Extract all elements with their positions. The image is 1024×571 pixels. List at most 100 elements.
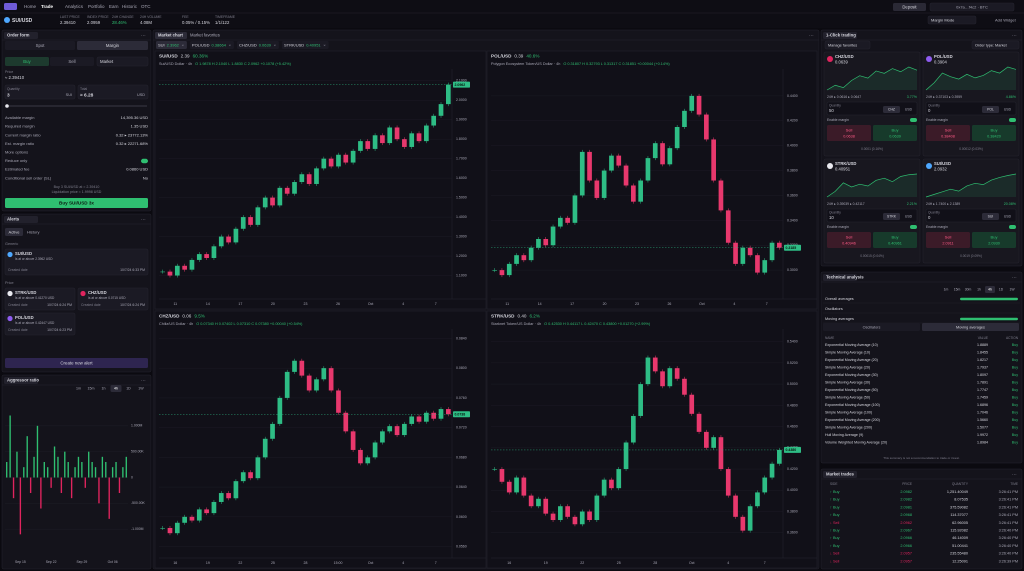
candle xyxy=(587,151,592,181)
card-pair: POL/USD xyxy=(934,54,953,59)
input-box[interactable] xyxy=(77,84,149,100)
interval-button[interactable]: 15m xyxy=(88,387,95,391)
interval-button[interactable]: 4h xyxy=(114,387,118,391)
buy-button[interactable] xyxy=(972,125,1016,141)
unit-label[interactable]: USD xyxy=(905,108,913,112)
ta-tab-active[interactable] xyxy=(922,323,1019,331)
indicator-action: Buy xyxy=(1012,418,1018,422)
interval-button[interactable]: 1W xyxy=(138,387,144,391)
panel-menu[interactable]: ⋯ xyxy=(1012,33,1017,39)
pair-tab-close[interactable]: × xyxy=(274,42,277,47)
interval-button[interactable]: 4h xyxy=(988,287,992,291)
unit-label[interactable]: USD xyxy=(1004,108,1012,112)
panel-menu[interactable]: ⋯ xyxy=(1012,472,1017,478)
interval-button[interactable]: 15m xyxy=(954,287,961,291)
slider-thumb[interactable] xyxy=(5,104,9,108)
y-tick-label: 0.0800 xyxy=(456,366,467,370)
panel-menu[interactable]: ⋯ xyxy=(809,33,814,39)
panel-menu[interactable]: ⋯ xyxy=(141,378,146,384)
sell-button[interactable] xyxy=(926,232,970,248)
pair-tab[interactable] xyxy=(281,41,329,49)
y-tick-label: 1.9000 xyxy=(456,118,467,122)
nav-link[interactable]: Portfolio xyxy=(88,4,105,9)
nav-link[interactable]: Home xyxy=(24,4,37,9)
tab-spot[interactable] xyxy=(5,41,75,50)
tab-margin[interactable] xyxy=(77,41,148,50)
interval-button[interactable]: 1h xyxy=(977,287,981,291)
card-price: 2.0932 xyxy=(934,167,947,172)
unit-toggle[interactable] xyxy=(982,213,999,220)
unit-label[interactable]: USD xyxy=(905,215,913,219)
tab-label[interactable]: History xyxy=(27,229,39,234)
margin-toggle[interactable] xyxy=(910,118,917,122)
pair-tab-close[interactable]: × xyxy=(229,42,232,47)
ratio-bar xyxy=(101,456,104,478)
favorites-dropdown[interactable] xyxy=(824,40,871,50)
sell-button[interactable] xyxy=(926,125,970,141)
buy-side[interactable] xyxy=(5,57,49,66)
y-tick-label: 0.3600 xyxy=(787,193,798,197)
buy-button[interactable] xyxy=(873,232,917,248)
unit-toggle[interactable] xyxy=(883,213,900,220)
buy-button[interactable] xyxy=(5,198,148,208)
info-value: 0.0860 USD xyxy=(126,167,148,172)
interval-button[interactable]: 1m xyxy=(76,387,81,391)
margin-toggle[interactable] xyxy=(910,225,917,229)
indicator-value: 1.5660 xyxy=(977,418,988,422)
create-alert-button[interactable] xyxy=(5,358,148,368)
margin-toggle[interactable] xyxy=(1009,118,1016,122)
interval-button[interactable]: 1h xyxy=(102,387,106,391)
margin-toggle[interactable] xyxy=(1009,225,1016,229)
input-label: Quantity xyxy=(928,103,940,107)
pair-tab[interactable] xyxy=(189,41,234,49)
wallet-address[interactable] xyxy=(929,2,1015,12)
alert-card[interactable] xyxy=(4,312,76,336)
alert-card[interactable] xyxy=(4,248,149,276)
unit-toggle[interactable] xyxy=(883,106,900,113)
pair-tab-close[interactable]: × xyxy=(182,42,185,47)
panel-menu[interactable]: ⋯ xyxy=(141,217,146,223)
market-tab-active[interactable] xyxy=(155,32,187,39)
pair-tab[interactable] xyxy=(236,41,279,49)
alert-created-label: Created date xyxy=(81,303,101,307)
tab-label[interactable]: Market favorites xyxy=(190,33,220,38)
order-type-dropdown[interactable] xyxy=(96,56,149,67)
alert-card[interactable] xyxy=(4,287,76,311)
sell-label: Sell xyxy=(945,128,952,133)
sell-button[interactable] xyxy=(827,232,871,248)
panel-menu[interactable]: ⋯ xyxy=(141,33,146,39)
sell-button[interactable] xyxy=(827,125,871,141)
buy-button[interactable] xyxy=(873,125,917,141)
nav-link[interactable]: Trade xyxy=(41,4,54,9)
candle xyxy=(196,509,202,521)
candle xyxy=(167,271,173,276)
interval-button[interactable]: 1D xyxy=(999,287,1004,291)
pair-tab[interactable] xyxy=(156,41,187,49)
add-widget-label[interactable]: Add Widget xyxy=(995,17,1017,22)
alerts-tab-active[interactable] xyxy=(5,228,23,236)
nav-link[interactable]: OTC xyxy=(141,4,151,9)
candle xyxy=(601,479,607,496)
more-options[interactable]: More options xyxy=(5,149,28,154)
unit-toggle[interactable] xyxy=(982,106,999,113)
candle xyxy=(402,139,407,147)
nav-link[interactable]: Earn xyxy=(109,4,119,9)
interval-button[interactable]: 1m xyxy=(944,287,949,291)
order-type-dropdown[interactable] xyxy=(971,40,1020,50)
sell-side[interactable] xyxy=(50,57,94,66)
margin-mode-dropdown[interactable] xyxy=(927,15,977,25)
alert-card[interactable] xyxy=(77,287,149,311)
nav-link[interactable]: Historic xyxy=(122,4,138,9)
interval-button[interactable]: 1D xyxy=(126,387,131,391)
deposit-button[interactable] xyxy=(893,3,926,11)
pair-tab-close[interactable]: × xyxy=(323,42,326,47)
reduce-only-toggle[interactable] xyxy=(141,158,148,164)
panel-menu[interactable]: ⋯ xyxy=(1012,275,1017,281)
nav-link[interactable]: Analytics xyxy=(65,4,84,9)
ta-tab[interactable] xyxy=(823,323,920,331)
buy-button[interactable] xyxy=(972,232,1016,248)
interval-button[interactable]: 1W xyxy=(1009,287,1015,291)
interval-button[interactable]: 30m xyxy=(965,287,972,291)
unit-label[interactable]: USD xyxy=(1004,215,1012,219)
input-box[interactable] xyxy=(4,84,76,100)
